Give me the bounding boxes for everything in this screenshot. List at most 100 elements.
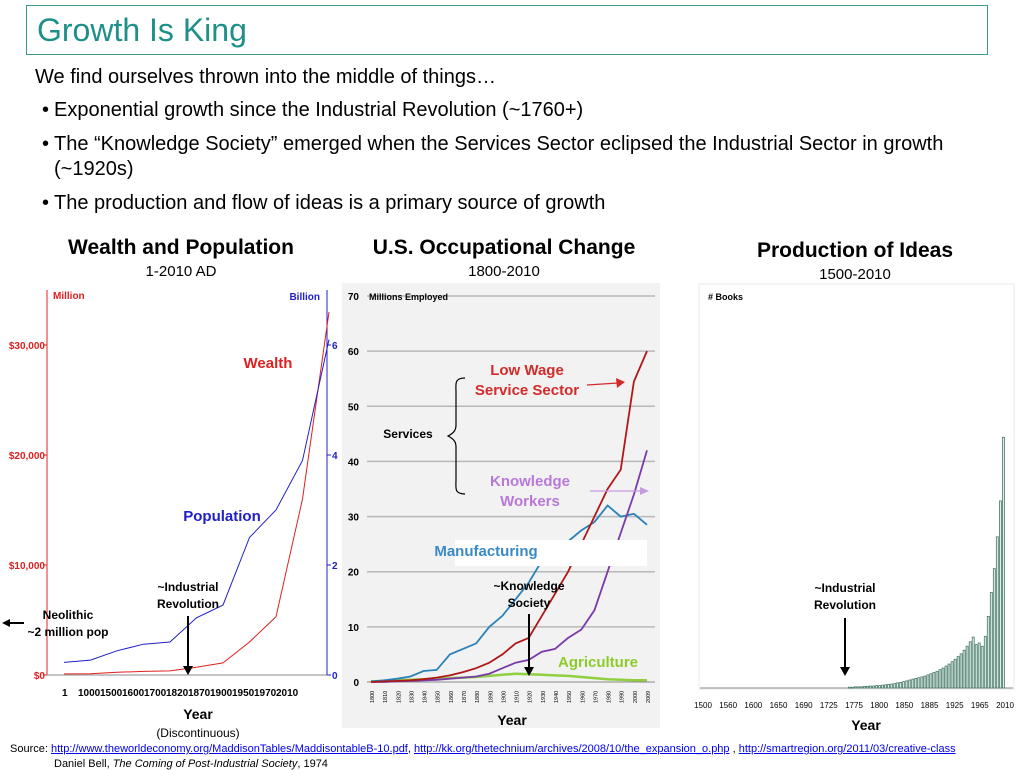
- y-right-tick-label: 4: [332, 451, 338, 462]
- book-bar: [857, 686, 860, 689]
- neolithic-pop-label: ~2 million pop: [27, 625, 108, 639]
- book-bar: [866, 686, 869, 689]
- source-link-smartregion[interactable]: http://smartregion.org/2011/03/creative-…: [738, 743, 956, 755]
- y-right-tick-label: 2: [332, 561, 338, 572]
- knowledge-society-label-2: Society: [508, 596, 551, 610]
- label-mask: [455, 540, 647, 566]
- x-tick-label: 1810: [383, 691, 389, 703]
- book-bar: [986, 616, 990, 689]
- x-tick-label: 1880: [475, 691, 481, 703]
- book-bar: [887, 684, 890, 689]
- x-tick-label: 1800: [870, 701, 888, 710]
- x-tick-label: 1900: [210, 688, 233, 699]
- book-bar: [920, 676, 924, 689]
- y-tick-label: 40: [348, 457, 360, 468]
- x-tick-label: 1600: [744, 701, 762, 710]
- book-bar: [878, 685, 881, 689]
- x-tick-label: 1910: [515, 691, 521, 703]
- source-link-technium[interactable]: http://kk.org/thetechnium/archives/2008/…: [414, 743, 730, 755]
- book-bar: [932, 672, 936, 689]
- x-tick-label: 2010: [996, 701, 1014, 710]
- source-label: Source:: [10, 743, 48, 755]
- bullet-icon: •: [42, 133, 50, 155]
- book-bar: [908, 679, 912, 689]
- book-bar: [992, 568, 996, 689]
- x-tick-label: 1940: [554, 691, 560, 703]
- x-tick-label: 1560: [719, 701, 737, 710]
- x-axis-label: Year: [851, 717, 881, 733]
- x-tick-label: 1870: [462, 691, 468, 703]
- industrial-label-3a: ~Industrial: [814, 581, 875, 595]
- x-tick-label: 1920: [528, 691, 534, 703]
- y-right-unit: Billion: [289, 292, 320, 303]
- book-bar: [947, 663, 951, 689]
- x-tick-label: 1960: [580, 691, 586, 703]
- x-tick-label: 1500: [694, 701, 712, 710]
- book-bar: [851, 686, 854, 689]
- population-series-label: Population: [183, 508, 261, 525]
- wealth-series-label: Wealth: [244, 355, 293, 372]
- y-tick-label: 10: [348, 623, 360, 634]
- bullet-icon: •: [42, 192, 50, 214]
- bullet-item: • The “Knowledge Society” emerged when th…: [42, 132, 1007, 182]
- y-right-tick-label: 0: [332, 671, 338, 682]
- book-bar: [881, 684, 884, 689]
- book-bar: [999, 500, 1002, 689]
- chart2-title: U.S. Occupational Change: [372, 236, 636, 259]
- x-tick-label: 1965: [971, 701, 989, 710]
- chart3-title: Production of Ideas: [756, 239, 953, 262]
- x-tick-label: 1885: [921, 701, 939, 710]
- book-bar: [941, 667, 945, 689]
- x-tick-label: 1950: [232, 688, 255, 699]
- source-link-maddison[interactable]: http://www.theworldeconomy.org/MaddisonT…: [50, 743, 408, 755]
- book-bar: [923, 675, 927, 689]
- book-bar: [956, 656, 960, 689]
- x-tick-label: 1830: [409, 691, 415, 703]
- chart2-subtitle: 1800-2010: [468, 263, 540, 280]
- book-bar: [917, 677, 921, 689]
- neolithic-arrow-head: [2, 619, 10, 627]
- y-left-tick-label: $30,000: [9, 341, 46, 352]
- bullet-text: The “Knowledge Society” emerged when the…: [54, 133, 944, 180]
- book-bar: [938, 669, 942, 689]
- y-left-tick-label: $10,000: [9, 561, 46, 572]
- book-bar: [944, 665, 948, 689]
- book-bar: [1002, 436, 1005, 689]
- book-bar: [962, 649, 966, 689]
- x-tick-label: 1800: [370, 691, 376, 703]
- x-tick-label: 1870: [188, 688, 211, 699]
- x-tick-label: 1500: [100, 688, 123, 699]
- knowledge-society-arrow-head: [524, 667, 534, 676]
- low-wage-label-2: Service Sector: [475, 382, 579, 399]
- x-tick-label: 1700: [144, 688, 167, 699]
- source-line: Source: http://www.theworldeconomy.org/M…: [10, 743, 956, 755]
- x-axis-note: (Discontinuous): [156, 726, 239, 740]
- reference-author: Daniel Bell,: [54, 758, 110, 770]
- book-bar: [974, 644, 978, 689]
- book-bar: [905, 680, 909, 689]
- y-tick-label: 50: [348, 402, 360, 413]
- agriculture-label: Agriculture: [558, 654, 638, 671]
- book-bar: [953, 658, 957, 689]
- industrial-label-2: Revolution: [157, 597, 219, 611]
- x-tick-label: 2010: [276, 688, 299, 699]
- manufacturing-label: Manufacturing: [434, 543, 537, 560]
- book-bar: [977, 642, 981, 689]
- book-bar: [869, 685, 872, 689]
- x-tick-label: 1650: [770, 701, 788, 710]
- x-tick-label: 1860: [449, 691, 455, 703]
- y-left-unit: Million: [53, 291, 85, 302]
- x-tick-label: 1000: [78, 688, 101, 699]
- x-tick-label: 1970: [254, 688, 277, 699]
- knowledge-arrow-head: [640, 487, 649, 495]
- book-bar: [890, 683, 894, 689]
- x-tick-label: 1820: [166, 688, 189, 699]
- y-axis-label: # Books: [708, 292, 743, 302]
- reference-title: The Coming of Post-Industrial Society: [112, 758, 298, 770]
- book-bar: [983, 635, 987, 689]
- book-bar: [884, 684, 887, 689]
- manufacturing-line: [370, 504, 648, 683]
- y-tick-label: 0: [353, 678, 359, 689]
- bullet-item: • Exponential growth since the Industrial…: [42, 98, 1007, 123]
- knowledge-label-2: Workers: [500, 493, 560, 510]
